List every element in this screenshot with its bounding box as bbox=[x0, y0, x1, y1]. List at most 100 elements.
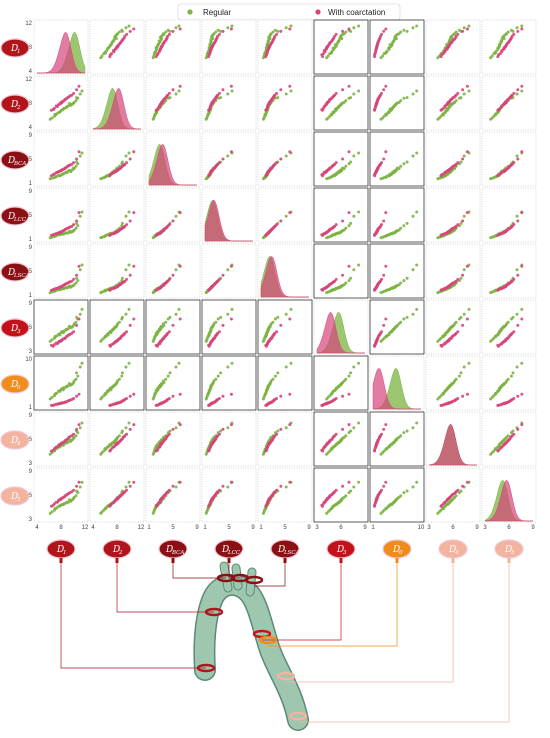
point-coarctation bbox=[165, 435, 169, 439]
row-label-D2: D2 bbox=[0, 94, 30, 114]
point-coarctation bbox=[108, 53, 112, 57]
point-coarctation bbox=[447, 44, 451, 48]
point-regular bbox=[347, 374, 351, 378]
point-coarctation bbox=[322, 49, 326, 53]
point-regular bbox=[462, 268, 466, 272]
label-text: D bbox=[392, 545, 400, 555]
point-regular bbox=[216, 317, 220, 321]
point-regular bbox=[489, 291, 493, 295]
point-coarctation bbox=[451, 399, 455, 403]
point-regular bbox=[226, 426, 230, 430]
point-coarctation bbox=[347, 423, 351, 427]
point-coarctation bbox=[208, 342, 212, 346]
point-regular bbox=[158, 40, 162, 44]
point-regular bbox=[48, 291, 52, 295]
point-coarctation bbox=[210, 441, 214, 445]
point-coarctation bbox=[453, 36, 457, 40]
point-coarctation bbox=[509, 280, 513, 284]
point-regular bbox=[113, 383, 117, 387]
label-subscript: 2 bbox=[16, 105, 21, 111]
point-regular bbox=[393, 325, 397, 329]
point-regular bbox=[269, 32, 273, 36]
panel-D4-D0 bbox=[369, 411, 425, 467]
point-regular bbox=[226, 26, 230, 30]
point-coarctation bbox=[443, 49, 447, 53]
point-regular bbox=[411, 268, 415, 272]
point-coarctation bbox=[210, 101, 214, 105]
point-coarctation bbox=[509, 435, 513, 439]
point-regular bbox=[515, 214, 519, 218]
point-regular bbox=[453, 32, 457, 36]
point-regular bbox=[445, 503, 449, 507]
point-regular bbox=[219, 371, 223, 375]
point-coarctation bbox=[108, 448, 112, 452]
point-regular bbox=[329, 51, 333, 55]
panel-DLCCA-DBCA bbox=[145, 187, 201, 243]
point-regular bbox=[219, 315, 223, 319]
point-coarctation bbox=[374, 445, 378, 449]
point-regular bbox=[159, 35, 163, 39]
point-coarctation bbox=[160, 401, 164, 405]
point-coarctation bbox=[322, 445, 326, 449]
point-coarctation bbox=[178, 480, 182, 484]
point-regular bbox=[405, 315, 409, 319]
panel-frame bbox=[313, 131, 369, 187]
point-coarctation bbox=[160, 230, 164, 234]
label-text: D bbox=[10, 380, 18, 390]
panel-frame bbox=[201, 467, 257, 523]
point-regular bbox=[411, 214, 415, 218]
point-coarctation bbox=[229, 27, 233, 31]
kde-coarctation-DBCA bbox=[148, 144, 197, 186]
point-coarctation bbox=[440, 233, 444, 237]
point-coarctation bbox=[229, 423, 233, 427]
point-coarctation bbox=[122, 491, 126, 495]
connector-D1 bbox=[60, 563, 206, 669]
label-subscript: 4 bbox=[454, 550, 459, 556]
point-regular bbox=[124, 485, 128, 489]
point-regular bbox=[384, 335, 388, 339]
point-regular bbox=[120, 374, 124, 378]
point-coarctation bbox=[155, 108, 159, 112]
point-regular bbox=[459, 315, 463, 319]
panel-DLSCA-D5 bbox=[481, 243, 537, 299]
point-coarctation bbox=[332, 36, 336, 40]
panel-frame bbox=[481, 299, 537, 355]
connector-D3 bbox=[262, 563, 342, 641]
panel-D4-DLCCA bbox=[201, 411, 257, 467]
point-coarctation bbox=[509, 36, 513, 40]
panel-frame bbox=[425, 19, 481, 75]
point-coarctation bbox=[128, 157, 132, 161]
point-regular bbox=[78, 92, 82, 96]
point-regular bbox=[75, 276, 79, 280]
point-coarctation bbox=[229, 84, 233, 88]
point-coarctation bbox=[57, 339, 61, 343]
point-regular bbox=[436, 511, 440, 515]
panel-D0-D4 bbox=[425, 355, 481, 411]
y-tick-label: 3 bbox=[29, 461, 33, 467]
point-coarctation bbox=[443, 170, 447, 174]
point-coarctation bbox=[215, 280, 219, 284]
point-coarctation bbox=[215, 491, 219, 495]
point-coarctation bbox=[445, 47, 449, 51]
point-coarctation bbox=[453, 332, 457, 336]
point-regular bbox=[207, 389, 211, 392]
point-regular bbox=[325, 511, 329, 515]
point-regular bbox=[515, 92, 519, 96]
point-coarctation bbox=[500, 49, 504, 53]
point-regular bbox=[342, 167, 346, 171]
y-tick-label: 12 bbox=[25, 77, 32, 83]
row-label-D0: D0 bbox=[0, 374, 30, 394]
point-regular bbox=[166, 374, 170, 378]
point-regular bbox=[108, 443, 112, 447]
point-regular bbox=[261, 56, 265, 60]
point-coarctation bbox=[155, 53, 159, 57]
point-regular bbox=[388, 46, 391, 50]
point-regular bbox=[325, 177, 329, 181]
point-regular bbox=[48, 177, 52, 181]
point-coarctation bbox=[115, 44, 119, 48]
point-regular bbox=[497, 443, 501, 447]
panel-frame bbox=[257, 75, 313, 131]
point-regular bbox=[156, 443, 160, 447]
point-regular bbox=[499, 40, 503, 44]
